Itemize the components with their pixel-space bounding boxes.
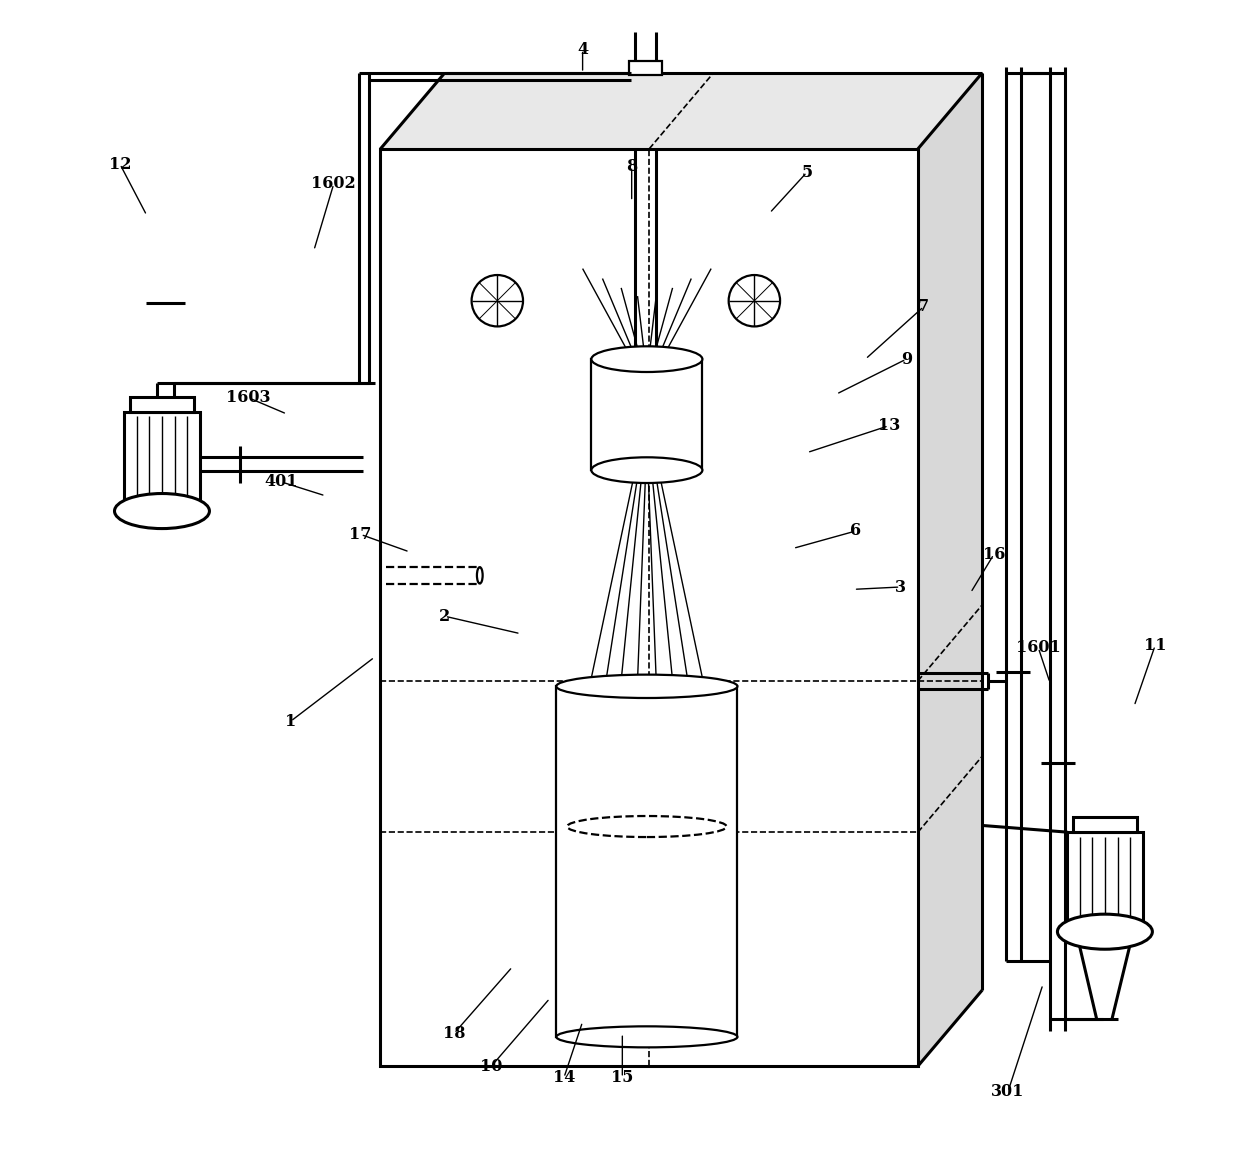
Text: 1: 1	[285, 713, 296, 730]
Ellipse shape	[477, 567, 482, 583]
Polygon shape	[918, 73, 982, 1066]
Text: 4: 4	[577, 41, 588, 58]
Text: 301: 301	[991, 1084, 1024, 1100]
Bar	[630, 61, 662, 75]
Text: 2: 2	[439, 608, 450, 625]
Text: 1603: 1603	[226, 390, 270, 406]
Ellipse shape	[567, 816, 727, 837]
Text: 8: 8	[626, 157, 637, 175]
Ellipse shape	[557, 1026, 738, 1047]
Text: 10: 10	[480, 1058, 502, 1074]
Text: 12: 12	[109, 155, 131, 173]
Bar	[381, 149, 918, 1066]
Bar	[1073, 817, 1137, 832]
Text: 16: 16	[983, 546, 1006, 562]
Text: 3: 3	[895, 579, 906, 595]
Ellipse shape	[591, 458, 702, 483]
Text: 9: 9	[900, 351, 911, 367]
Text: 13: 13	[878, 417, 900, 434]
Text: 17: 17	[350, 526, 372, 542]
Ellipse shape	[591, 346, 702, 372]
Text: 18: 18	[443, 1025, 465, 1041]
Bar	[591, 359, 702, 470]
Text: 7: 7	[919, 298, 929, 315]
Text: 5: 5	[801, 163, 812, 181]
Polygon shape	[381, 73, 982, 149]
Text: 6: 6	[851, 522, 862, 539]
Text: 1601: 1601	[1016, 640, 1060, 656]
Bar	[1066, 832, 1143, 932]
Ellipse shape	[1058, 915, 1152, 950]
Text: 15: 15	[611, 1070, 634, 1086]
Bar	[124, 412, 200, 511]
Ellipse shape	[114, 493, 210, 528]
Text: 11: 11	[1143, 637, 1167, 654]
Bar	[557, 687, 738, 1037]
Bar	[130, 397, 195, 412]
Text: 401: 401	[264, 473, 298, 491]
Text: 14: 14	[553, 1070, 575, 1086]
Text: 1602: 1602	[311, 175, 356, 193]
Ellipse shape	[557, 675, 738, 699]
